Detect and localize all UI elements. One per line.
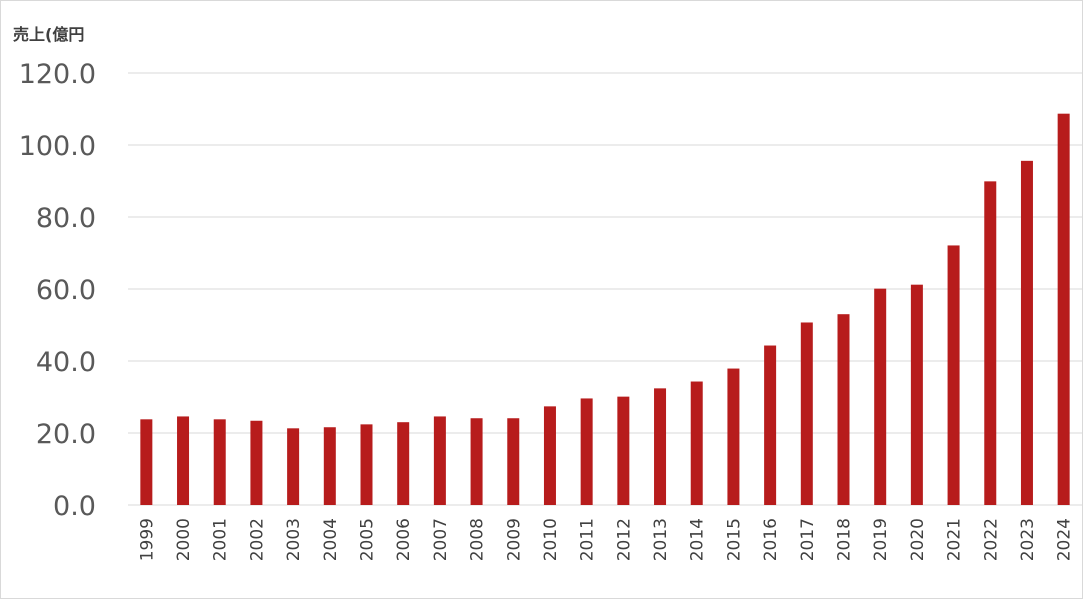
bar-2003: [287, 428, 300, 505]
x-tick-label: 2015: [724, 518, 744, 561]
y-tick-label: 0.0: [53, 491, 96, 522]
x-tick-label: 2014: [688, 518, 708, 561]
x-tick-label: 2012: [614, 518, 634, 561]
bar-2006: [397, 422, 410, 505]
bar-2016: [764, 345, 777, 505]
x-tick-label: 2003: [284, 518, 304, 561]
bar-2012: [617, 396, 630, 505]
x-tick-label: 2004: [321, 518, 341, 561]
y-axis-label: 売上(億円: [13, 25, 85, 44]
bar-2010: [543, 406, 556, 505]
bar-2013: [654, 388, 667, 505]
x-tick-label: 2020: [908, 518, 928, 561]
bar-2021: [947, 245, 960, 505]
x-tick-label: 2001: [211, 518, 231, 561]
x-tick-label: 2000: [174, 518, 194, 561]
bar-2007: [433, 416, 446, 505]
x-tick-label: 2024: [1055, 518, 1075, 561]
y-tick-label: 60.0: [36, 275, 96, 306]
bar-2001: [213, 419, 226, 505]
bar-2000: [177, 416, 190, 505]
bar-2004: [323, 427, 336, 505]
bars: [140, 113, 1070, 506]
x-tick-label: 2019: [871, 518, 891, 561]
bar-1999: [140, 419, 153, 505]
bar-2018: [837, 314, 850, 505]
x-tick-label: 2005: [358, 518, 378, 561]
gridlines: [128, 72, 1082, 506]
bar-2015: [727, 368, 740, 505]
y-axis-ticks: 0.0 20.0 40.0 60.0 80.0 100.0 120.0: [19, 59, 96, 522]
x-tick-label: 2011: [578, 518, 598, 561]
bar-2014: [690, 381, 703, 505]
y-tick-label: 20.0: [36, 419, 96, 450]
bar-2020: [910, 284, 923, 505]
x-tick-label: 2002: [247, 518, 267, 561]
bar-2002: [250, 420, 263, 505]
x-tick-label: 2008: [468, 518, 488, 561]
x-tick-label: 2022: [981, 518, 1001, 561]
x-axis-ticks: 1999 2000 2001 2002 2003 2004 2005 2006 2007 2008…: [137, 518, 1074, 561]
x-tick-label: 1999: [137, 518, 157, 561]
y-tick-label: 40.0: [36, 347, 96, 378]
bar-2011: [580, 398, 593, 505]
x-tick-label: 2007: [431, 518, 451, 561]
x-tick-label: 2016: [761, 518, 781, 561]
bar-2017: [800, 322, 813, 505]
bar-2022: [984, 181, 997, 506]
x-tick-label: 2010: [541, 518, 561, 561]
x-tick-label: 2017: [798, 518, 818, 561]
x-tick-label: 2023: [1018, 518, 1038, 561]
bar-2009: [507, 418, 520, 505]
bar-2008: [470, 418, 483, 505]
x-tick-label: 2018: [835, 518, 855, 561]
bar-2005: [360, 424, 373, 505]
y-tick-label: 120.0: [19, 59, 96, 90]
bar-2019: [874, 288, 887, 505]
y-tick-label: 100.0: [19, 131, 96, 162]
x-tick-label: 2009: [504, 518, 524, 561]
y-tick-label: 80.0: [36, 203, 96, 234]
bar-2024: [1057, 113, 1070, 506]
x-tick-label: 2021: [945, 518, 965, 561]
x-tick-label: 2013: [651, 518, 671, 561]
bar-2023: [1020, 160, 1033, 505]
x-tick-label: 2006: [394, 518, 414, 561]
